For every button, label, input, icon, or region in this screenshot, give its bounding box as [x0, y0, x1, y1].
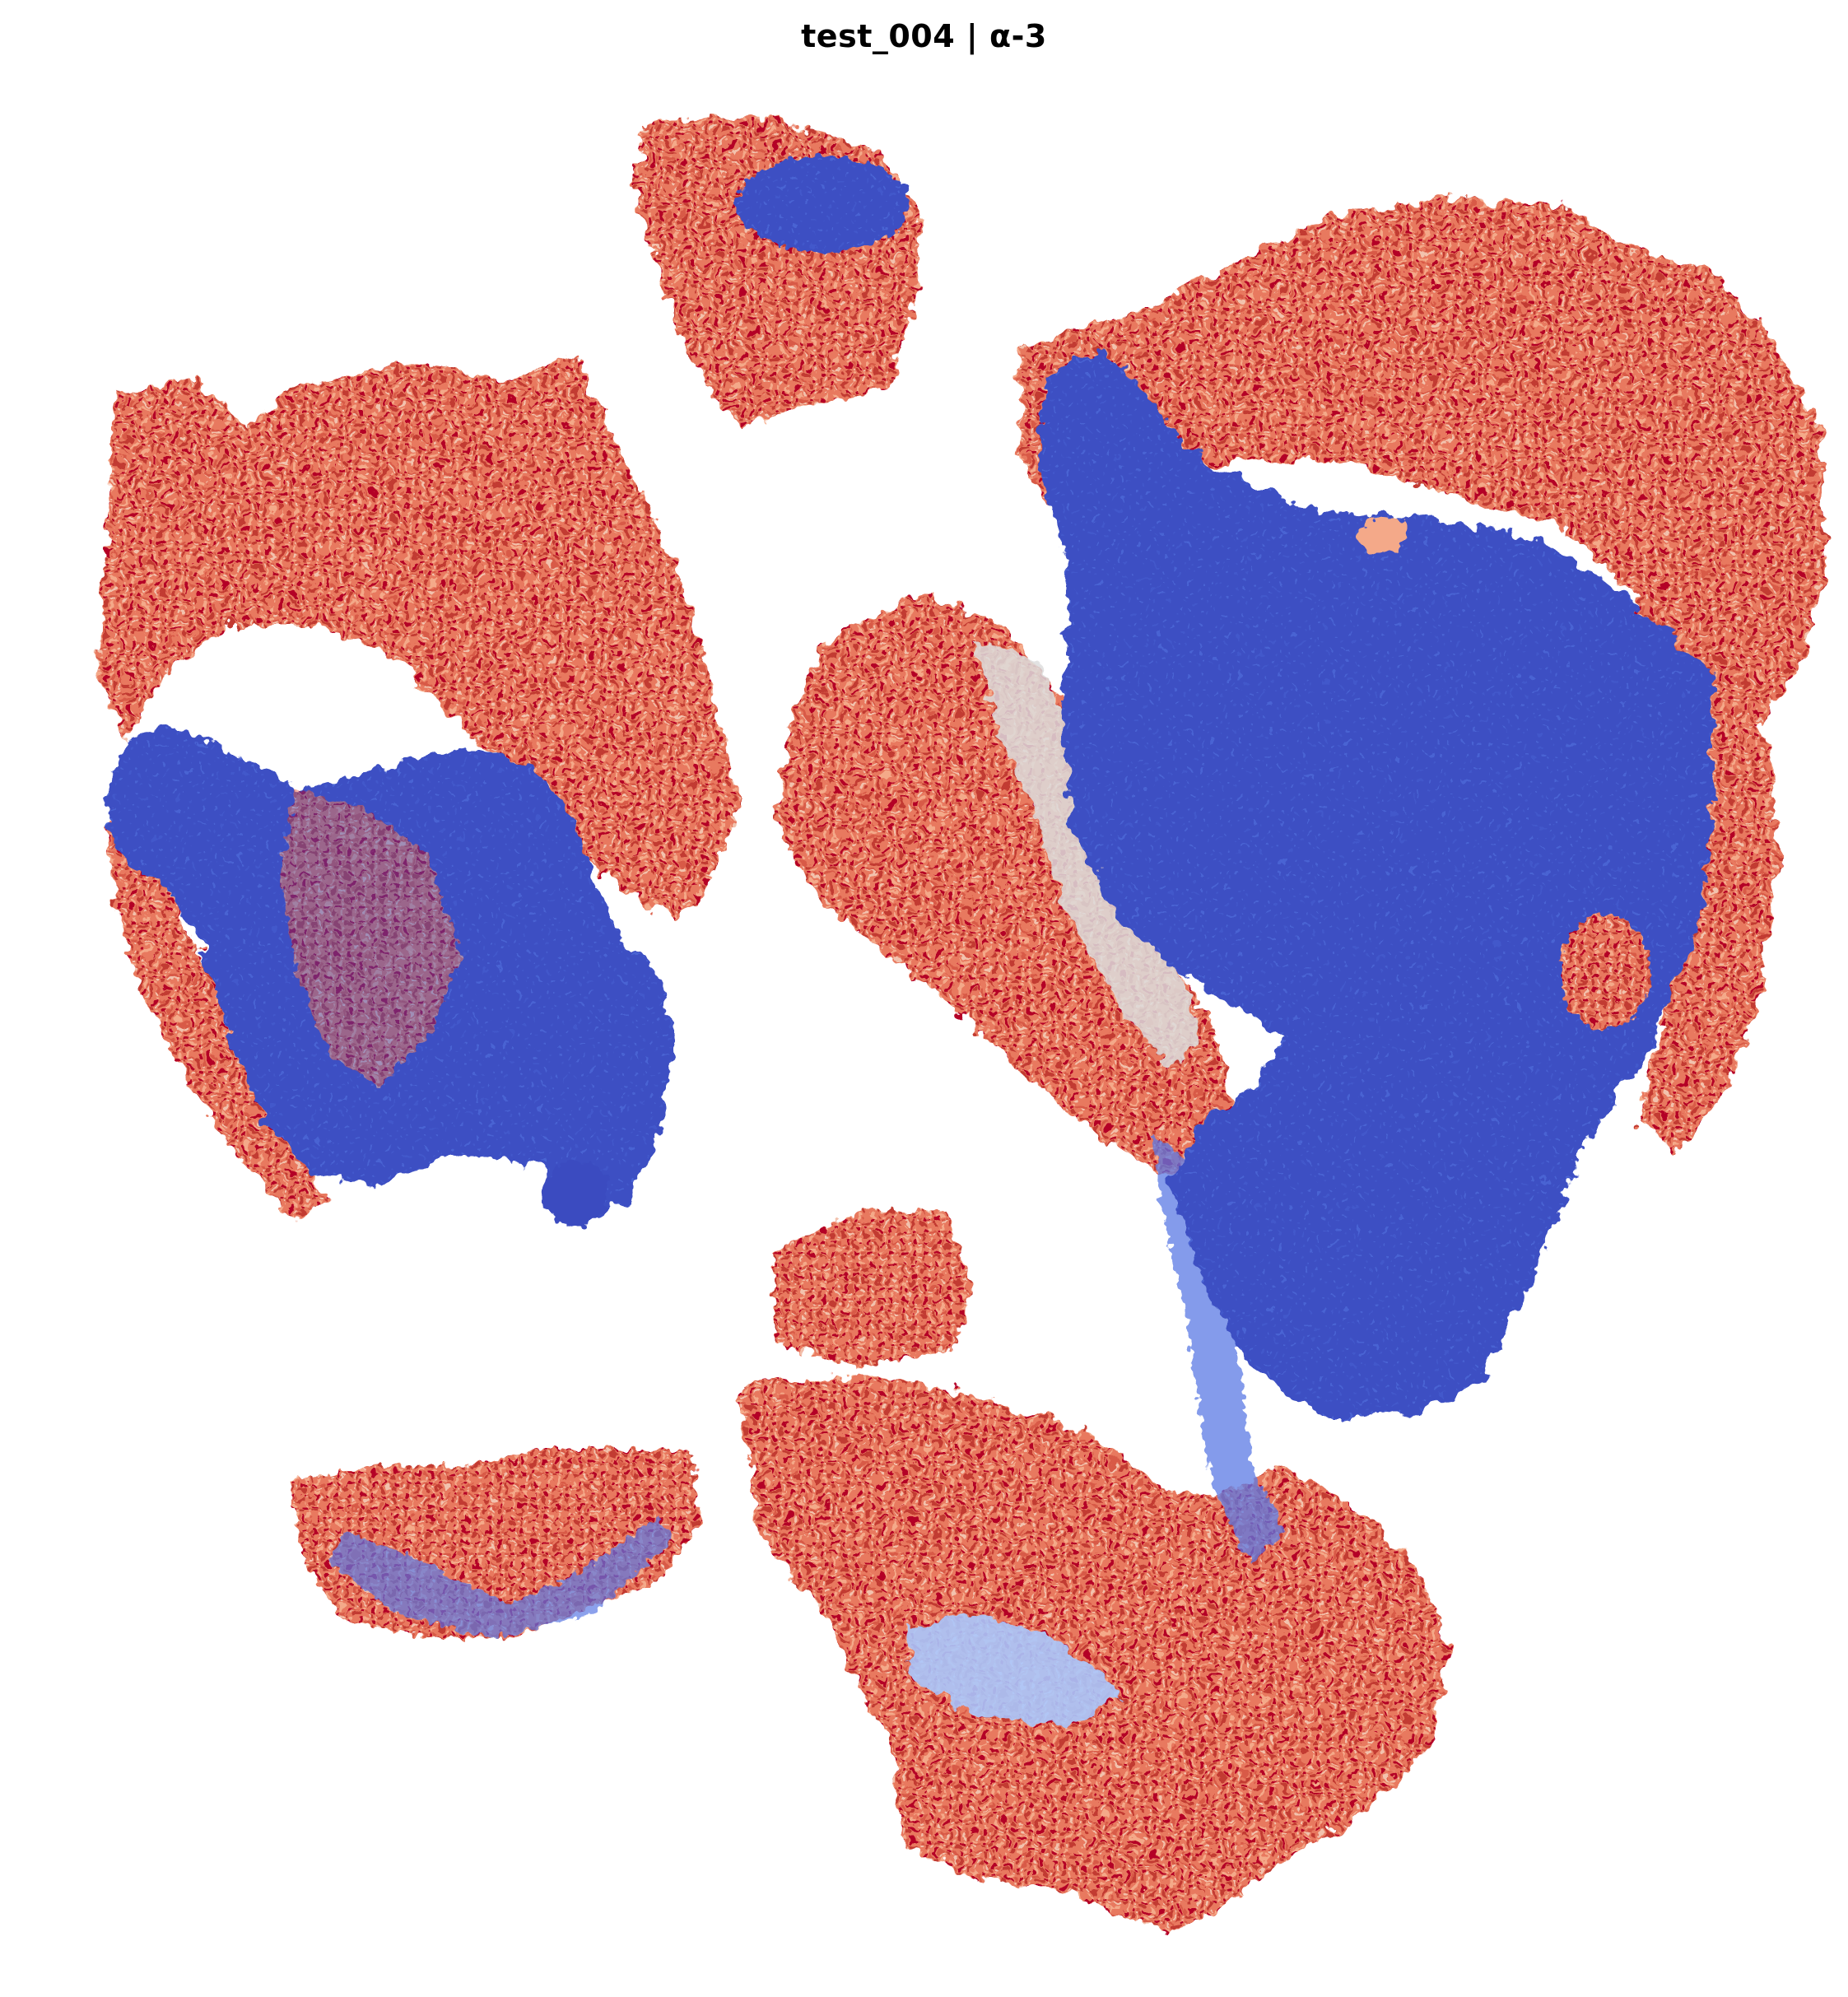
region-bottom-strip-lightblue	[329, 1515, 675, 1638]
region-right-top-red	[1021, 198, 1827, 741]
inclusion-left-mixed	[280, 790, 461, 1087]
region-left-blue-lobe	[107, 733, 239, 881]
region-center-red	[774, 593, 1235, 1185]
inclusion-right-mixed	[1560, 914, 1650, 1029]
region-right-edge-red	[1638, 675, 1778, 1152]
region-bottom-lightblue	[905, 1613, 1120, 1729]
region-top-small-red	[634, 115, 922, 428]
region-bottom-red	[741, 1375, 1449, 1934]
region-top-small-blue	[737, 156, 910, 252]
inclusion-right-small	[1358, 517, 1408, 553]
region-right-blue	[1037, 346, 1712, 1416]
figure-title: test_004 | α-3	[801, 18, 1047, 54]
region-stream-lightblue	[1152, 1136, 1284, 1564]
region-left-red	[99, 354, 741, 922]
region-left-blue-tail	[543, 1161, 609, 1227]
region-mid-triangle-red	[774, 1210, 971, 1366]
